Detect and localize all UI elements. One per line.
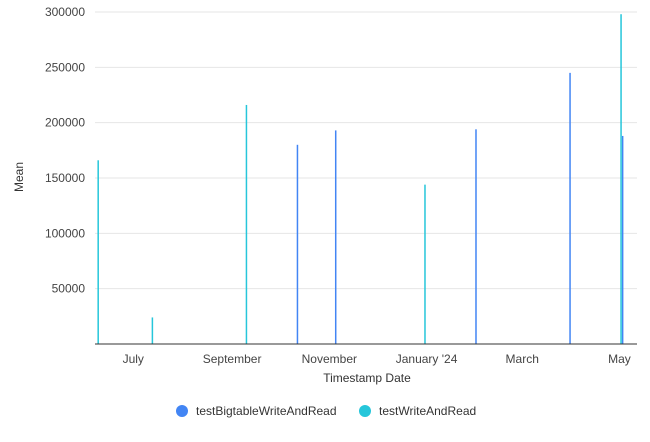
legend-marker bbox=[176, 405, 188, 417]
bar-testWriteAndRead[interactable] bbox=[245, 104, 248, 345]
bar-testBigtableWriteAndRead[interactable] bbox=[621, 135, 624, 344]
x-tick-labels: July September November January '24 March May bbox=[123, 352, 631, 366]
legend: testBigtableWriteAndRead testWriteAndRead bbox=[176, 404, 476, 418]
bar-testWriteAndRead[interactable] bbox=[620, 14, 622, 345]
x-tick-label: March bbox=[506, 352, 539, 366]
y-tick-label: 300000 bbox=[45, 5, 85, 19]
legend-marker bbox=[359, 405, 371, 417]
bar-testBigtableWriteAndRead[interactable] bbox=[569, 72, 571, 344]
bar-testWriteAndRead[interactable] bbox=[151, 317, 154, 344]
x-axis-title: Timestamp Date bbox=[323, 371, 411, 385]
y-tick-labels: 50000 100000 150000 200000 250000 300000 bbox=[45, 5, 85, 296]
x-tick-label: January '24 bbox=[396, 352, 458, 366]
bar-testWriteAndRead[interactable] bbox=[97, 160, 99, 344]
bar-testBigtableWriteAndRead[interactable] bbox=[475, 129, 477, 344]
y-tick-label: 250000 bbox=[45, 60, 85, 74]
legend-label[interactable]: testWriteAndRead bbox=[379, 404, 476, 418]
x-tick-label: May bbox=[608, 352, 631, 366]
y-axis-title: Mean bbox=[12, 162, 26, 192]
gridlines bbox=[95, 11, 637, 290]
bar-testBigtableWriteAndRead[interactable] bbox=[296, 144, 299, 344]
y-tick-label: 200000 bbox=[45, 116, 85, 130]
bar-testBigtableWriteAndRead[interactable] bbox=[334, 130, 337, 344]
x-tick-label: July bbox=[123, 352, 144, 366]
y-tick-label: 100000 bbox=[45, 226, 85, 240]
x-tick-label: November bbox=[302, 352, 357, 366]
y-tick-label: 50000 bbox=[52, 282, 86, 296]
bar-testWriteAndRead[interactable] bbox=[424, 184, 426, 344]
legend-label[interactable]: testBigtableWriteAndRead bbox=[196, 404, 337, 418]
y-tick-label: 150000 bbox=[45, 171, 85, 185]
data-bars bbox=[97, 14, 624, 345]
x-tick-label: September bbox=[203, 352, 262, 366]
